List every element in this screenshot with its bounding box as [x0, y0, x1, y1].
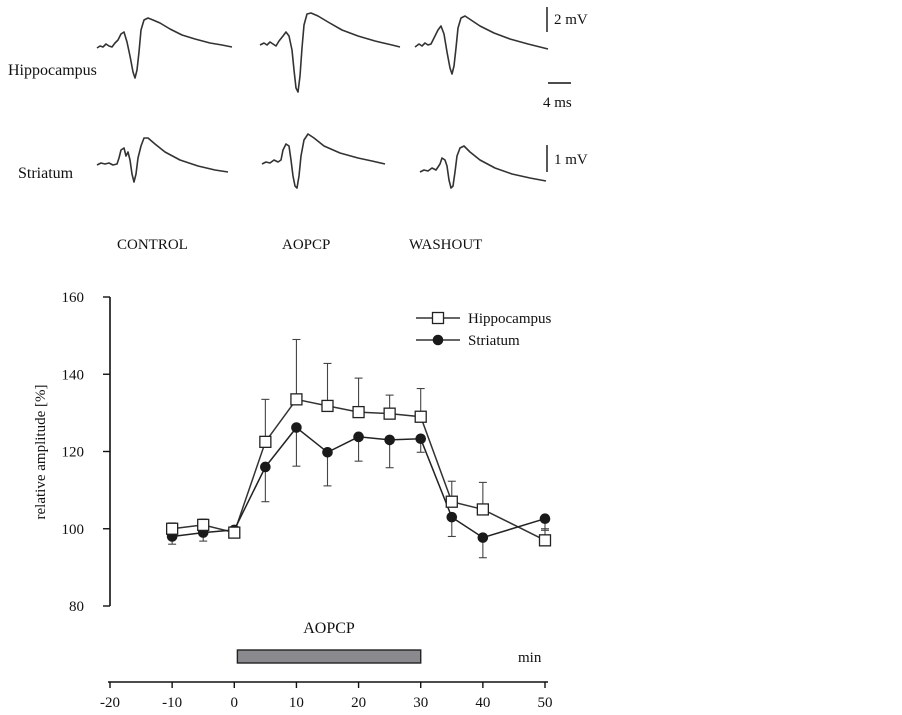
trace-stri-control — [96, 137, 229, 183]
trace-hippo-washout — [414, 15, 549, 75]
x-tick-label: -10 — [162, 695, 182, 711]
aopcp-bar-label: AOPCP — [303, 620, 355, 637]
point-hippocampus — [414, 410, 427, 423]
point-hippocampus — [383, 407, 396, 420]
x-tick-label: 20 — [351, 695, 366, 711]
y-tick-label: 160 — [62, 290, 85, 306]
legend-marker-striatum — [432, 334, 444, 346]
data-points — [165, 393, 552, 547]
point-hippocampus — [228, 526, 241, 539]
y-tick-label: 140 — [62, 367, 85, 383]
trace-hippo-control — [96, 17, 233, 79]
y-tick-label: 100 — [62, 522, 85, 538]
row-label-striatum: Striatum — [18, 165, 74, 182]
traces-panel: Hippocampus Striatum 2 mV 4 ms 1 mV CONT… — [8, 7, 588, 253]
x-tick-label: 0 — [231, 695, 239, 711]
error-bars — [168, 338, 549, 559]
aopcp-application-bar — [236, 649, 422, 664]
x-tick-label: 50 — [538, 695, 553, 711]
point-striatum — [353, 431, 364, 443]
x-tick-label: 30 — [413, 695, 428, 711]
x-tick-label: 40 — [475, 695, 490, 711]
trace-stri-aopcp — [261, 133, 386, 189]
legend-label-striatum: Striatum — [468, 333, 520, 349]
scalebar-2mv-label: 2 mV — [554, 12, 588, 28]
point-striatum — [539, 513, 551, 525]
y-ticks: 80 100 120 140 160 — [62, 290, 110, 615]
point-striatum — [322, 446, 333, 458]
row-label-hippocampus: Hippocampus — [8, 62, 97, 79]
x-tick-label: -20 — [100, 695, 120, 711]
legend: Hippocampus Striatum — [416, 311, 551, 349]
trace-hippo-aopcp — [259, 12, 401, 93]
scalebar-1mv-label: 1 mV — [554, 152, 588, 168]
point-striatum — [415, 433, 427, 445]
y-tick-label: 80 — [69, 599, 84, 615]
point-hippocampus — [476, 503, 490, 516]
point-hippocampus — [538, 534, 552, 547]
point-striatum — [477, 532, 489, 543]
point-striatum — [446, 511, 458, 523]
x-axis-label: min — [518, 650, 542, 666]
condition-label-control: CONTROL — [117, 237, 188, 253]
point-hippocampus — [290, 393, 303, 406]
point-hippocampus — [352, 405, 365, 419]
x-tick-label: 10 — [289, 695, 304, 711]
point-striatum — [291, 422, 302, 433]
trace-stri-washout — [419, 145, 547, 189]
point-hippocampus — [321, 399, 334, 413]
series-line-hippocampus — [172, 398, 546, 541]
point-hippocampus — [259, 435, 272, 448]
condition-label-aopcp: AOPCP — [282, 237, 330, 253]
condition-label-washout: WASHOUT — [409, 237, 482, 253]
y-axis-label: relative amplitude [%] — [33, 385, 49, 520]
x-ticks: -20 -10 0 10 20 30 40 50 — [100, 682, 553, 711]
scalebar-4ms-label: 4 ms — [543, 95, 572, 111]
y-tick-label: 120 — [62, 445, 85, 461]
point-striatum — [384, 434, 395, 446]
point-hippocampus — [197, 518, 210, 532]
legend-marker-hippocampus — [431, 311, 445, 325]
point-hippocampus — [165, 522, 179, 535]
point-striatum — [260, 461, 271, 473]
legend-label-hippocampus: Hippocampus — [468, 311, 551, 327]
point-hippocampus — [445, 495, 458, 508]
